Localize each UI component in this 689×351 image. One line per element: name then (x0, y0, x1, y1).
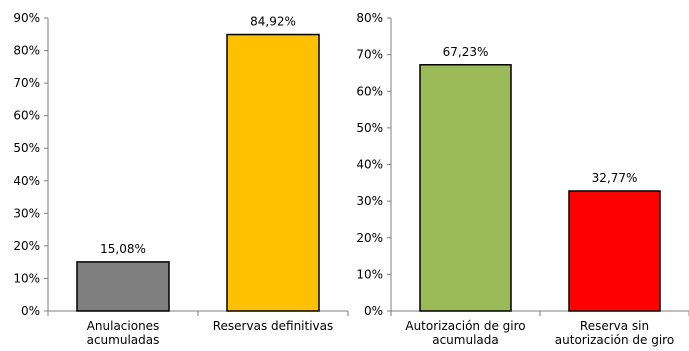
data-label: 67,23% (443, 45, 489, 59)
y-tick-label: 80% (356, 11, 383, 25)
bar (419, 64, 512, 312)
y-tick-label: 20% (356, 231, 383, 245)
chart-2: 0% 10% 20% 30% 40% 50% 60% 70% 80% 67,23% Autoriza… (356, 11, 689, 347)
bar (226, 33, 320, 312)
y-tick-label: 0% (364, 304, 383, 318)
y-tick-label: 90% (13, 11, 40, 25)
y-tick-label: 50% (356, 121, 383, 135)
y-tick-label: 60% (13, 109, 40, 123)
bar (76, 261, 170, 312)
y-tick-label: 10% (13, 271, 40, 285)
y-tick-label: 10% (356, 267, 383, 281)
y-tick-label: 80% (13, 44, 40, 58)
data-label: 84,92% (250, 15, 296, 29)
y-tick-label: 30% (13, 206, 40, 220)
y-tick-label: 60% (356, 84, 383, 98)
bar (568, 190, 661, 312)
y-tick-label: 0% (21, 304, 40, 318)
category-label: Anulaciones acumuladas (87, 319, 160, 347)
category-label: Autorización de giro acumulada (405, 319, 525, 347)
category-label: Reserva sin autorización de giro (555, 319, 674, 347)
category-label-line: acumuladas (87, 333, 160, 347)
category-label: Reservas definitivas (213, 319, 334, 333)
y-tick-label: 30% (356, 194, 383, 208)
category-label-line: Reserva sin (580, 319, 649, 333)
y-tick-label: 20% (13, 239, 40, 253)
y-tick-label: 40% (13, 174, 40, 188)
data-label: 32,77% (592, 171, 638, 185)
category-label-line: autorización de giro (555, 333, 674, 347)
data-label: 15,08% (100, 242, 146, 256)
y-tick-label: 70% (13, 76, 40, 90)
category-label-line: Autorización de giro (405, 319, 525, 333)
y-tick-label: 40% (356, 158, 383, 172)
category-label-line: Reservas definitivas (213, 319, 334, 333)
category-label-line: Anulaciones (87, 319, 160, 333)
y-tick-label: 70% (356, 48, 383, 62)
y-tick-label: 50% (13, 141, 40, 155)
chart-1: 0% 10% 20% 30% 40% 50% 60% 70% 80% 90% 15,08% Anula… (13, 11, 349, 347)
category-label-line: acumulada (432, 333, 499, 347)
